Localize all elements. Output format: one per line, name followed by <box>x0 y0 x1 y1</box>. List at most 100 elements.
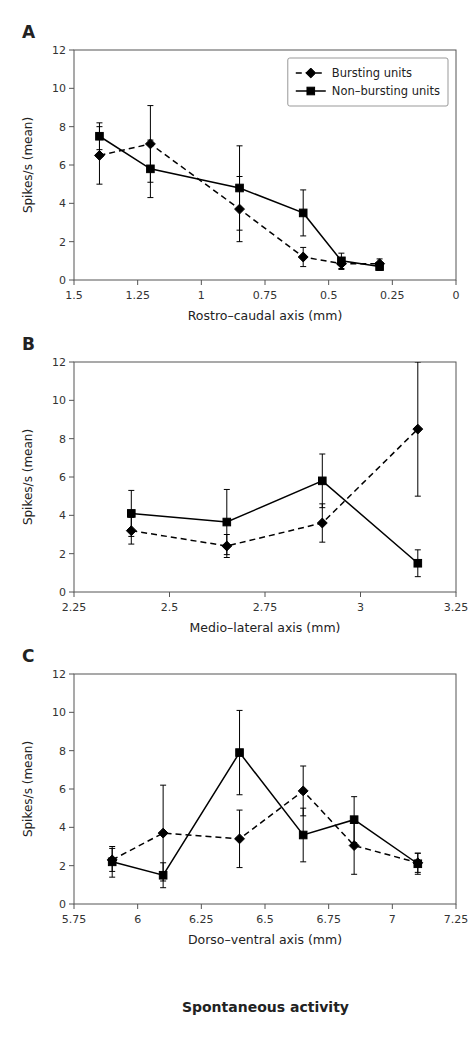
data-point <box>319 477 327 485</box>
error-bar <box>300 190 306 236</box>
y-tick <box>69 674 74 675</box>
panel-title: A <box>22 22 36 42</box>
x-tick <box>360 592 361 597</box>
plot-frame <box>74 362 456 592</box>
x-tick-label: 7 <box>389 913 396 926</box>
x-tick <box>201 904 202 909</box>
x-tick <box>456 592 457 597</box>
data-point <box>235 204 245 214</box>
y-tick-label: 2 <box>59 860 66 873</box>
x-axis-label: Medio–lateral axis (mm) <box>190 620 341 635</box>
y-tick-label: 0 <box>59 586 66 599</box>
y-tick <box>69 477 74 478</box>
error-bar <box>415 550 421 577</box>
y-tick <box>69 362 74 363</box>
y-tick <box>69 400 74 401</box>
data-point <box>336 259 346 269</box>
y-axis-label: Spikes/s (mean) <box>21 741 35 837</box>
series-line <box>131 481 418 563</box>
series-line <box>131 429 418 546</box>
annotation: Spontaneous activity <box>182 999 349 1015</box>
x-axis-label: Dorso–ventral axis (mm) <box>188 932 342 947</box>
x-axis-label: Rostro–caudal axis (mm) <box>188 308 343 323</box>
panel-title: B <box>22 334 35 354</box>
y-tick <box>69 592 74 593</box>
x-tick-label: 6.25 <box>189 913 214 926</box>
x-tick-label: 6.75 <box>316 913 341 926</box>
y-tick <box>69 88 74 89</box>
x-tick <box>74 592 75 597</box>
data-point <box>222 541 232 551</box>
y-tick <box>69 438 74 439</box>
data-point <box>235 834 245 844</box>
legend-item: Bursting units <box>296 66 412 80</box>
data-point <box>95 150 105 160</box>
x-tick-label: 0.25 <box>380 289 405 302</box>
x-tick-label: 0.75 <box>253 289 278 302</box>
legend-marker <box>307 87 315 95</box>
y-tick <box>69 280 74 281</box>
y-tick <box>69 789 74 790</box>
series-line <box>99 144 379 264</box>
y-tick-label: 0 <box>59 274 66 287</box>
x-tick-label: 2.5 <box>161 601 179 614</box>
y-tick-label: 6 <box>59 471 66 484</box>
series-line <box>112 791 418 863</box>
x-tick <box>137 904 138 909</box>
y-tick <box>69 126 74 127</box>
x-tick <box>392 280 393 285</box>
plot-area <box>107 710 422 887</box>
x-tick-label: 2.75 <box>253 601 278 614</box>
plot-frame <box>74 50 456 280</box>
series <box>107 766 422 881</box>
x-tick <box>265 592 266 597</box>
plot-frame <box>74 674 456 904</box>
y-tick-label: 2 <box>59 236 66 249</box>
x-tick-label: 3 <box>357 601 364 614</box>
series <box>95 106 385 270</box>
y-tick-label: 8 <box>59 433 66 446</box>
y-tick-label: 10 <box>52 706 66 719</box>
data-point <box>375 259 385 269</box>
x-tick <box>328 904 329 909</box>
data-point <box>349 841 359 851</box>
y-tick-label: 4 <box>59 821 66 834</box>
data-point <box>236 749 244 757</box>
y-tick <box>69 827 74 828</box>
x-tick-label: 0 <box>453 289 460 302</box>
legend-item: Non–bursting units <box>296 84 440 98</box>
y-tick-label: 6 <box>59 159 66 172</box>
y-tick-label: 6 <box>59 783 66 796</box>
error-bar <box>319 454 325 508</box>
series-line <box>99 136 379 266</box>
x-tick-label: 6 <box>134 913 141 926</box>
series <box>128 454 422 577</box>
data-point <box>298 252 308 262</box>
x-tick <box>201 280 202 285</box>
data-point <box>299 831 307 839</box>
y-tick <box>69 203 74 204</box>
legend-label: Non–bursting units <box>332 84 440 98</box>
x-tick <box>74 904 75 909</box>
x-tick-label: 5.75 <box>62 913 87 926</box>
figure: A1.51.2510.750.50.250024681012Rostro–cau… <box>0 0 474 1053</box>
data-point <box>145 139 155 149</box>
series <box>96 123 384 271</box>
y-tick-label: 0 <box>59 898 66 911</box>
plot-area <box>95 106 385 271</box>
y-tick-label: 12 <box>52 356 66 369</box>
y-tick <box>69 712 74 713</box>
x-tick-label: 2.25 <box>62 601 87 614</box>
x-tick <box>392 904 393 909</box>
y-tick-label: 2 <box>59 548 66 561</box>
panel-title: C <box>22 646 34 666</box>
series-line <box>112 753 418 876</box>
y-tick-label: 8 <box>59 121 66 134</box>
y-tick-label: 4 <box>59 509 66 522</box>
y-tick <box>69 241 74 242</box>
data-point <box>158 828 168 838</box>
data-point <box>223 518 231 526</box>
legend-label: Bursting units <box>332 66 412 80</box>
y-tick <box>69 165 74 166</box>
data-point <box>413 858 423 868</box>
